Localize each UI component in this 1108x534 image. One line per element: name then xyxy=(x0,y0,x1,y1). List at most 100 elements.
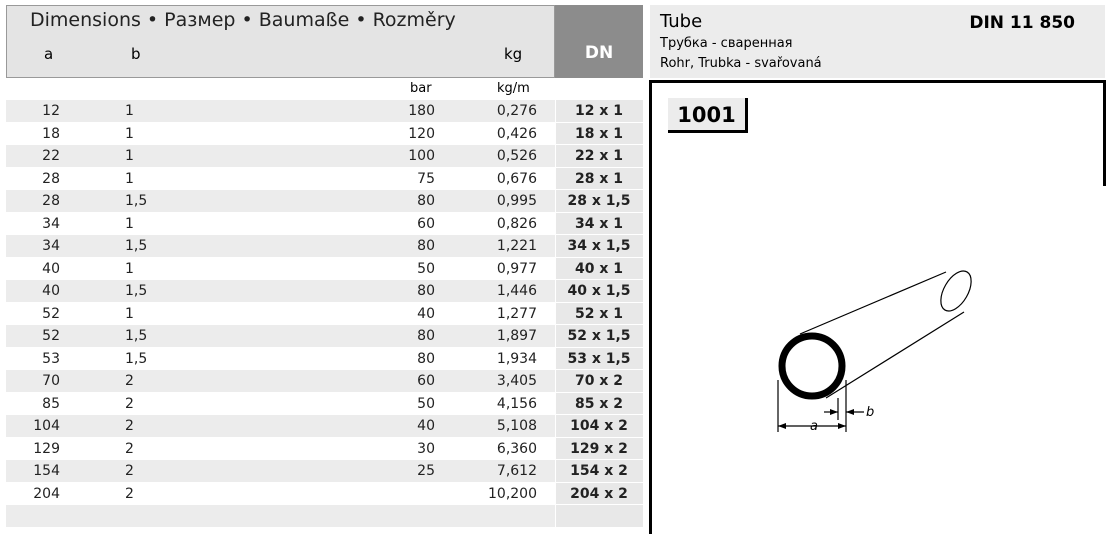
cell-dn: 204 x 2 xyxy=(570,485,628,502)
dn-cell-bg xyxy=(556,325,643,347)
column-label: kg xyxy=(504,45,523,63)
dn-cell-bg xyxy=(556,482,643,504)
dn-cell-bg xyxy=(556,347,643,369)
row-stripe xyxy=(6,505,555,527)
product-name-ru: Трубка - сваренная xyxy=(660,36,793,51)
cell-dn: 40 x 1,5 xyxy=(567,283,631,299)
column-label: DN xyxy=(584,43,614,63)
dn-cell-bg xyxy=(556,505,643,527)
cell-a: 53 xyxy=(42,350,60,367)
tube-edge xyxy=(799,271,947,335)
cell-a: 70 xyxy=(42,373,60,389)
dn-cell-bg xyxy=(556,302,643,324)
cell-b: 1 xyxy=(125,305,134,322)
cell-a: 129 xyxy=(33,440,60,457)
cell-kgm: 0,676 xyxy=(496,170,537,187)
cell-bar: 80 xyxy=(417,238,435,254)
table-header xyxy=(6,5,555,78)
cell-kgm: 4,156 xyxy=(496,395,537,412)
dn-cell-bg xyxy=(556,212,643,234)
cell-b: 1,5 xyxy=(125,193,148,209)
column-label: b xyxy=(131,45,141,63)
cell-kgm: 10,200 xyxy=(488,485,537,502)
cell-kgm: 6,360 xyxy=(496,440,537,457)
cell-dn: 52 x 1,5 xyxy=(567,328,631,344)
cell-dn: 18 x 1 xyxy=(574,125,623,142)
row-stripe xyxy=(6,280,555,302)
arrow-heads xyxy=(778,409,854,429)
cell-bar: 80 xyxy=(417,283,435,299)
dn-cell-bg xyxy=(556,415,643,437)
cell-bar: 60 xyxy=(417,373,435,389)
cell-kgm: 1,277 xyxy=(496,305,537,322)
cell-kgm: 1,934 xyxy=(496,350,537,367)
cell-dn: 154 x 2 xyxy=(570,463,628,479)
row-stripe xyxy=(6,190,555,212)
cell-dn: 70 x 2 xyxy=(574,373,623,389)
tube-end xyxy=(940,270,972,312)
cell-bar: 50 xyxy=(417,260,435,277)
cell-a: 28 xyxy=(42,170,60,187)
dn-cell-bg xyxy=(556,370,643,392)
cell-bar: 25 xyxy=(417,463,435,479)
cell-kgm: 0,826 xyxy=(496,215,537,232)
dimension-table: Dimensions • Размер • Baumaße • Rozměry … xyxy=(6,5,643,527)
cell-dn: 40 x 1 xyxy=(574,260,623,277)
cell-kgm: 1,221 xyxy=(496,238,537,254)
dn-cell-bg xyxy=(556,190,643,212)
cell-kgm: 1,897 xyxy=(496,328,537,344)
cell-a: 85 xyxy=(42,395,60,412)
dn-cell-bg xyxy=(556,100,643,122)
tube-edge xyxy=(825,311,965,399)
cell-dn: 53 x 1,5 xyxy=(567,350,631,367)
cell-dn: 34 x 1,5 xyxy=(567,238,631,254)
cell-b: 1,5 xyxy=(125,328,148,344)
cell-a: 28 xyxy=(42,193,60,209)
cell-b: 1 xyxy=(125,170,134,187)
cell-dn: 85 x 2 xyxy=(574,395,623,412)
cell-bar: 120 xyxy=(408,125,435,142)
cell-bar: 180 xyxy=(408,103,435,119)
cell-a: 18 xyxy=(42,125,60,142)
dn-cell-bg xyxy=(556,145,643,167)
cell-a: 12 xyxy=(42,103,60,119)
unit-label: kg/m xyxy=(497,81,530,96)
row-stripe xyxy=(6,145,555,167)
cell-b: 1 xyxy=(125,103,134,119)
cell-b: 1 xyxy=(125,260,134,277)
cell-dn: 104 x 2 xyxy=(570,418,628,434)
cell-b: 2 xyxy=(125,440,134,457)
cell-dn: 22 x 1 xyxy=(574,148,623,164)
unit-label: bar xyxy=(410,81,432,96)
cell-a: 104 xyxy=(33,418,60,434)
cell-b: 1 xyxy=(125,215,134,232)
dn-cell-bg xyxy=(556,460,643,482)
dn-cell-bg xyxy=(556,280,643,302)
tube-diagram: a b xyxy=(777,270,972,434)
cell-b: 1,5 xyxy=(125,350,148,367)
cell-a: 154 xyxy=(33,463,60,479)
dn-cell-bg xyxy=(556,392,643,414)
dimension-label: b xyxy=(866,405,874,420)
dimension-label: a xyxy=(810,419,818,434)
tube-section xyxy=(778,332,846,400)
cell-dn: 28 x 1,5 xyxy=(567,193,631,209)
product-panel xyxy=(649,80,1105,534)
cell-a: 52 xyxy=(42,305,60,322)
cell-kgm: 0,276 xyxy=(496,103,537,119)
row-stripe xyxy=(6,460,555,482)
dn-cell-bg xyxy=(556,122,643,144)
cell-a: 204 xyxy=(33,485,60,502)
cell-dn: 34 x 1 xyxy=(574,215,623,232)
product-header: Tube DIN 11 850 Трубка - сваренная Rohr,… xyxy=(650,5,1105,78)
cell-a: 22 xyxy=(42,148,60,164)
product-code: 1001 xyxy=(668,98,748,133)
cell-a: 34 xyxy=(42,215,60,232)
cell-bar: 75 xyxy=(417,170,435,187)
cell-a: 34 xyxy=(42,238,60,254)
row-stripe xyxy=(6,415,555,437)
cell-a: 40 xyxy=(42,283,60,299)
cell-kgm: 0,526 xyxy=(496,148,537,164)
cell-kgm: 3,405 xyxy=(496,373,537,389)
